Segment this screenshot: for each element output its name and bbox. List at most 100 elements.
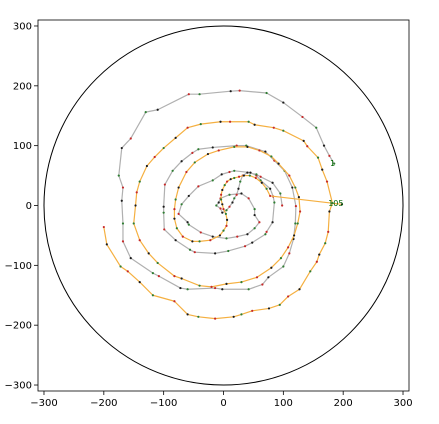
series-1-point	[210, 285, 213, 288]
series-1-point	[328, 210, 331, 213]
series-1-point	[251, 309, 254, 312]
series-0-point	[221, 288, 224, 291]
annotation-label: 1	[330, 159, 335, 168]
series-1-point	[247, 120, 250, 123]
annotation-layer: 1 105	[328, 159, 343, 208]
series-1-point	[267, 307, 271, 310]
y-tick-label: −300	[5, 381, 32, 392]
series-0-point	[282, 101, 285, 104]
series-0-point	[281, 204, 284, 207]
series-1-point	[185, 170, 188, 174]
series-1-point	[270, 155, 273, 158]
series-0-point	[157, 275, 160, 278]
series-0-point	[237, 187, 240, 190]
series-1-point	[233, 176, 236, 180]
series-0-point	[221, 211, 224, 214]
series-0-point	[214, 252, 217, 255]
series-0-point	[282, 265, 285, 268]
x-tick-label: −100	[150, 398, 177, 409]
series-1-point	[331, 202, 334, 205]
series-0-point	[249, 171, 252, 174]
series-1-point	[316, 156, 320, 159]
series-1-point	[132, 222, 135, 225]
series-0-point	[156, 108, 159, 111]
series-0-point	[228, 170, 231, 174]
series-1-point	[296, 222, 299, 225]
series-1-point	[220, 198, 223, 201]
series-0-point	[328, 154, 331, 157]
series-0-point	[279, 192, 282, 195]
series-0-point	[265, 230, 268, 233]
series-1-point	[277, 162, 280, 165]
series-0-point	[187, 194, 190, 198]
series-0-point	[264, 150, 267, 153]
series-1-point	[209, 239, 212, 242]
series-0-point	[215, 204, 218, 207]
series-0-point	[144, 111, 147, 114]
series-0-point	[247, 288, 250, 291]
y-tick-label: 300	[13, 21, 32, 32]
series-1-point	[147, 252, 150, 255]
series-0-point	[197, 148, 200, 151]
series-1-point	[138, 239, 141, 242]
series-1-point	[173, 207, 176, 211]
series-1-point	[269, 194, 272, 198]
series-0-point	[121, 240, 125, 243]
series-1-point	[248, 174, 251, 177]
series-0-point	[269, 187, 272, 190]
series-0-point	[229, 90, 232, 93]
series-1-point	[272, 126, 275, 129]
series-1-point	[218, 234, 222, 237]
series-0-point	[186, 288, 189, 291]
series-0-point	[251, 241, 254, 244]
series-1-point	[255, 276, 259, 279]
series-1-point	[186, 313, 189, 316]
series-1-point	[324, 242, 327, 245]
series-0-point	[225, 237, 228, 240]
series-0-point	[264, 233, 267, 236]
x-axis: −300 −200 −100 0 100 200 300	[30, 391, 413, 409]
plot-frame	[37, 19, 410, 392]
series-0-point	[301, 115, 304, 119]
series-0-point	[151, 272, 154, 275]
series-0-point	[288, 252, 291, 255]
series-1-point	[174, 136, 177, 139]
series-0-point	[188, 248, 192, 251]
y-tick-label: 200	[13, 81, 32, 92]
series-0-point	[171, 169, 174, 172]
series-1-point	[156, 261, 159, 265]
series-0-point	[231, 201, 234, 204]
series-1-point	[225, 218, 229, 221]
series-1-point	[180, 277, 183, 280]
series-0-point	[271, 221, 274, 224]
series-0-point	[243, 245, 247, 248]
series-1-point	[217, 149, 220, 152]
series-0-point	[333, 162, 336, 165]
series-0-point	[253, 207, 256, 211]
series-0-point	[117, 174, 120, 177]
series-0-point	[174, 239, 177, 242]
series-1-point	[309, 270, 312, 273]
series-1-point	[260, 181, 263, 184]
series-1-point	[298, 288, 301, 291]
y-tick-label: −100	[5, 261, 32, 272]
series-1-point	[240, 280, 243, 284]
series-1-point	[198, 284, 201, 287]
series-0-point	[235, 144, 238, 147]
series-0-point	[193, 251, 196, 254]
series-0-point	[259, 175, 262, 178]
series-1-point	[138, 280, 141, 284]
series-1-point	[173, 275, 176, 278]
series-1-point	[318, 253, 321, 256]
series-1-point	[279, 257, 283, 260]
series-1-point	[151, 294, 154, 297]
series-1-point	[224, 212, 227, 215]
series-0-point	[246, 171, 249, 174]
series-1-point	[242, 174, 245, 177]
series-0-point	[180, 203, 183, 206]
y-tick-label: 100	[13, 141, 32, 152]
series-line-0	[118, 90, 335, 290]
x-tick-label: 200	[334, 398, 353, 409]
series-1-point	[294, 186, 297, 189]
